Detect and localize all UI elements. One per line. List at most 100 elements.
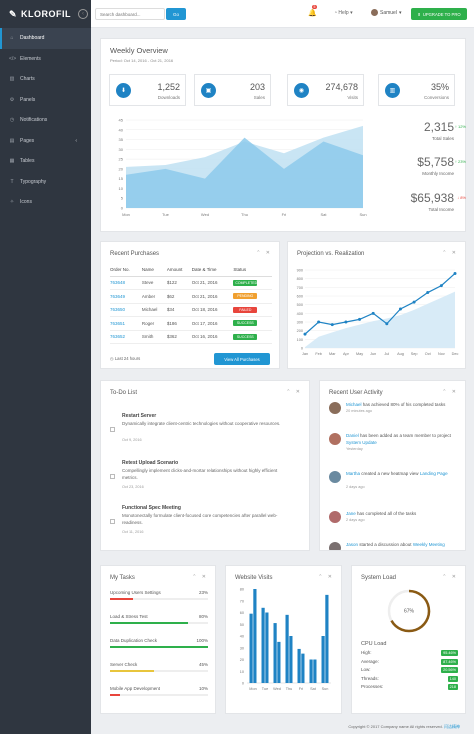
sidebar-item-dashboard[interactable]: ⌂ Dashboard xyxy=(0,28,91,49)
bar xyxy=(249,613,253,683)
todo-desc: Monotonectally formulate client-focused … xyxy=(122,513,278,525)
panel-controls[interactable]: ⌃ ✕ xyxy=(192,574,208,580)
todo-checkbox[interactable] xyxy=(110,519,115,524)
user-link[interactable]: Martha xyxy=(346,471,361,476)
user-link[interactable]: Jason xyxy=(346,542,359,547)
activity-text: has achieved 80% of his completed tasks xyxy=(361,402,446,407)
x-tick-label: Jun xyxy=(370,352,376,356)
sidebar-item-pages[interactable]: ▤ Pages ‹ xyxy=(0,131,91,152)
view-all-purchases-button[interactable]: View All Purchases xyxy=(214,353,270,365)
sidebar-item-icons[interactable]: ✧ Icons xyxy=(0,192,91,213)
user-menu[interactable]: Samuel ▾ xyxy=(371,9,401,16)
cpu-row: Average: 87.46% xyxy=(361,658,458,668)
cpu-row-value: 87.46% xyxy=(441,658,458,665)
sidebar-item-panels[interactable]: ⚙ Panels xyxy=(0,90,91,111)
y-tick-label: 100 xyxy=(297,338,303,342)
sidebar-item-label: Notifications xyxy=(20,117,48,124)
brand-name: KLOROFIL xyxy=(21,9,72,19)
panel-controls[interactable]: ⌃ ✕ xyxy=(442,574,458,580)
avatar xyxy=(329,542,341,550)
stat-value: 1,252 xyxy=(157,82,180,92)
stat-label: Sales xyxy=(253,95,265,100)
bar xyxy=(313,659,317,683)
table-row: 763652 Smith $362 Oct 16, 2016 SUCCESS xyxy=(110,330,272,344)
y-tick-label: 900 xyxy=(297,269,303,273)
sidebar-item-notifications[interactable]: ◷ Notifications xyxy=(0,110,91,131)
order-link[interactable]: 763651 xyxy=(110,316,142,331)
user-link[interactable]: Daniel xyxy=(346,433,359,438)
side-stat-value: $65,938 xyxy=(410,191,454,205)
stat-visits: ◉ 274,678 Visits xyxy=(287,74,364,106)
bar xyxy=(261,607,265,683)
status-badge: PENDING xyxy=(233,293,258,300)
sidebar-item-tables[interactable]: ▦ Tables xyxy=(0,151,91,172)
data-point xyxy=(412,300,416,304)
panel-controls[interactable]: ⌃ ✕ xyxy=(442,389,458,395)
panel-controls[interactable]: ⌃ ✕ xyxy=(318,574,334,580)
user-link[interactable]: Michael xyxy=(346,402,362,407)
todo-item: Restart Server Dynamically integrate clie… xyxy=(110,413,295,453)
y-tick-label: 10 xyxy=(119,186,124,191)
sidebar-item-elements[interactable]: </> Elements xyxy=(0,49,91,70)
upgrade-icon: ⬆ xyxy=(417,11,421,17)
sidebar-toggle-icon[interactable]: ‹ xyxy=(78,9,88,19)
avatar xyxy=(329,433,341,445)
activity-item: Daniel has been added as a team member t… xyxy=(329,433,454,461)
chart-icon: ▥ xyxy=(9,76,15,83)
panel-controls[interactable]: ⌃ ✕ xyxy=(286,389,302,395)
side-stat-change: ↑ 12% xyxy=(454,124,466,129)
cpu-row-value: 20.56% xyxy=(441,667,458,673)
todo-checkbox[interactable] xyxy=(110,427,115,432)
table-icon: ▦ xyxy=(9,158,15,165)
help-menu[interactable]: ◔ Help ▾ xyxy=(334,10,353,16)
project-link[interactable]: System Update xyxy=(346,439,377,445)
activity-text: started a discussion about xyxy=(358,542,413,547)
task-name: Upcoming Users Settings xyxy=(110,590,161,595)
activity-time: 2 days ago xyxy=(346,518,365,522)
line-series-1 xyxy=(304,273,456,335)
panel-controls[interactable]: ⌃ ✕ xyxy=(256,250,272,256)
table-row: 763649 Amber $62 Oct 21, 2016 PENDING xyxy=(110,289,272,304)
website-visits-bar-chart: 0 10 20 30 40 50 60 70 80 Mon Tue Wed Thu Fri Sat Sun xyxy=(240,588,331,691)
download-icon: ⬇ xyxy=(116,83,131,98)
amount-cell: $34 xyxy=(166,303,192,317)
y-tick-label: 40 xyxy=(240,635,244,639)
x-tick-label: May xyxy=(356,352,363,356)
order-link[interactable]: 763649 xyxy=(110,289,142,304)
task-percent: 80% xyxy=(198,614,208,619)
sidebar-item-typography[interactable]: T Typography xyxy=(0,172,91,193)
search-input[interactable] xyxy=(95,8,165,20)
panel-controls[interactable]: ⌃ ✕ xyxy=(442,250,458,256)
activity-time: 2 days ago xyxy=(346,485,365,489)
activity-item: Martha created a new heatmap view Landin… xyxy=(329,471,454,499)
task-progress-bar xyxy=(110,598,208,600)
panel-title: My Tasks xyxy=(110,575,135,581)
x-tick-label: Sun xyxy=(359,212,366,217)
footer-note: ◷ Last 24 hours xyxy=(110,356,141,361)
discussion-link[interactable]: Weekly Meeting xyxy=(412,542,445,547)
bar xyxy=(321,636,325,683)
order-link[interactable]: 763652 xyxy=(110,330,142,344)
sidebar-item-label: Charts xyxy=(20,76,35,83)
notifications-bell-icon[interactable]: 🔔 5 xyxy=(308,5,317,17)
brand-logo[interactable]: ✎ KLOROFIL xyxy=(0,0,91,28)
order-link[interactable]: 763648 xyxy=(110,276,142,290)
view-link[interactable]: Landing Page xyxy=(419,471,448,476)
status-badge: FAILED xyxy=(233,306,258,313)
bar xyxy=(301,653,305,683)
table-header-row: Order No. Name Amount Date & Time Status xyxy=(110,264,272,277)
order-link[interactable]: 763650 xyxy=(110,303,142,317)
task-item: Upcoming Users Settings 23% xyxy=(110,590,208,600)
user-link[interactable]: Jane xyxy=(346,511,356,516)
footer-note-text: Last 24 hours xyxy=(114,356,141,361)
cpu-row-label: Processes: xyxy=(361,684,384,689)
go-button[interactable]: Go xyxy=(166,8,186,20)
x-tick-label: Fri xyxy=(282,212,287,217)
footer-link[interactable]: 闪洁精神 xyxy=(444,724,460,729)
todo-checkbox[interactable] xyxy=(110,474,115,479)
y-tick-label: 200 xyxy=(297,329,303,333)
upgrade-button[interactable]: ⬆ UPGRADE TO PRO xyxy=(411,8,467,20)
sidebar-item-charts[interactable]: ▥ Charts xyxy=(0,69,91,90)
panel-title: System Load xyxy=(361,575,397,581)
task-name: Load & Stress Test xyxy=(110,614,148,619)
